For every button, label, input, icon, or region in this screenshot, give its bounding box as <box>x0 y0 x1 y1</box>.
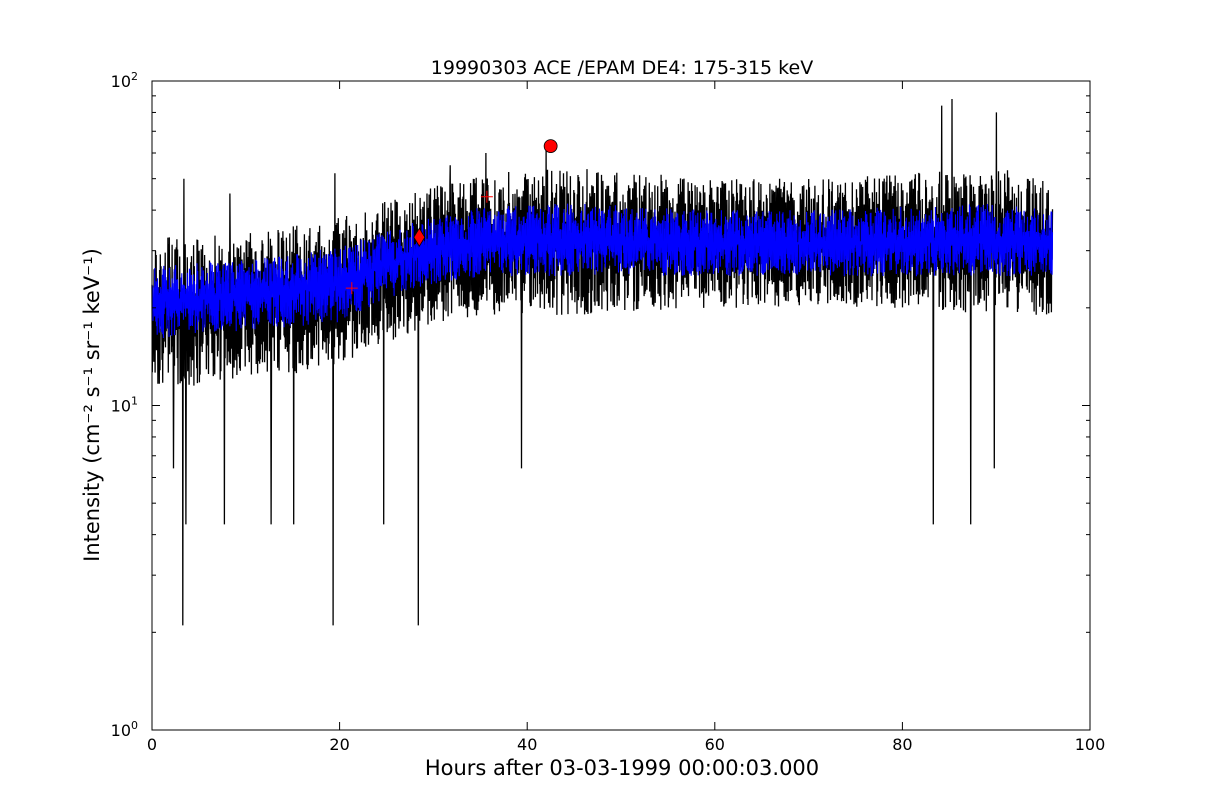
marker-layer <box>345 139 558 295</box>
chart-title: 19990303 ACE /EPAM DE4: 175-315 keV <box>431 57 813 79</box>
plus-marker <box>345 282 358 295</box>
x-tick-label: 0 <box>147 735 157 754</box>
y-axis-label: Intensity (cm⁻² s⁻¹ sr⁻¹ keV⁻¹) <box>80 248 104 562</box>
x-tick-label: 100 <box>1075 735 1106 754</box>
y-tick-label: 100 <box>111 719 138 740</box>
x-tick-label: 80 <box>892 735 912 754</box>
x-axis-label: Hours after 03-03-1999 00:00:03.000 <box>425 756 819 780</box>
tick-layer: 0 20 40 60 80 100 100 101 102 <box>111 70 1106 754</box>
diamond-marker <box>413 227 426 248</box>
y-tick-label: 102 <box>111 70 138 91</box>
series-layer <box>151 98 1054 626</box>
x-tick-label: 60 <box>705 735 725 754</box>
x-tick-label: 20 <box>329 735 349 754</box>
x-tick-label: 40 <box>517 735 537 754</box>
circle-marker <box>543 139 558 154</box>
plus-marker <box>480 190 493 203</box>
series-blue-line <box>151 203 1054 339</box>
y-tick-label: 101 <box>111 395 138 416</box>
